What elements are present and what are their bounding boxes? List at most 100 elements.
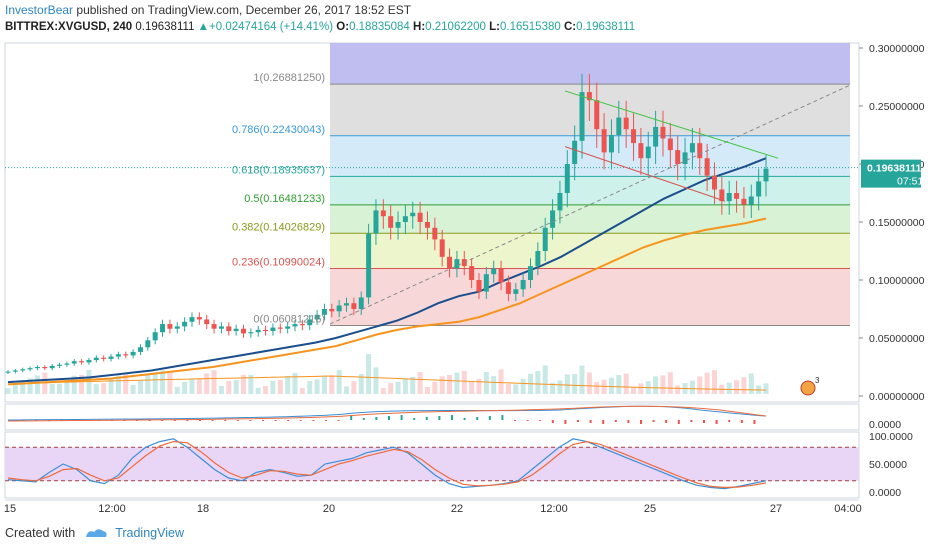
volume-bar [226, 381, 232, 394]
macd-histogram-bar [690, 420, 693, 422]
volume-bar [638, 383, 644, 394]
ohlc-line: BITTREX:XVGUSD, 240 0.19638111 ▲+0.02474… [5, 21, 635, 33]
candle-body [483, 274, 489, 292]
macd-histogram-bar [312, 420, 315, 421]
candle-body [505, 282, 511, 294]
candle-body [675, 150, 681, 164]
volume-bar [748, 373, 754, 394]
fib-level-label: 0.786(0.22430043) [232, 124, 325, 136]
candle-body [299, 324, 305, 326]
volume-bar [248, 374, 254, 394]
volume-bar [49, 384, 55, 394]
macd-histogram-bar [211, 420, 214, 421]
tradingview-brand[interactable]: TradingView [115, 526, 184, 540]
x-tick-label: 20 [323, 503, 335, 515]
low-value: 0.16515380 [500, 21, 561, 33]
volume-bar [557, 380, 563, 394]
macd-histogram-bar [551, 420, 554, 423]
candle-body [189, 317, 195, 322]
candle-body [741, 198, 747, 205]
macd-histogram-bar [577, 420, 579, 422]
volume-bar [726, 382, 732, 394]
volume-bar [763, 383, 769, 394]
volume-bar [27, 378, 33, 394]
volume-bar [20, 381, 26, 394]
stochastic-pane [5, 438, 859, 490]
candle-body [226, 326, 232, 332]
candle-body [608, 135, 614, 153]
stoch-band [5, 447, 859, 481]
candle-body [71, 361, 77, 364]
author-link[interactable]: InvestorBear [5, 3, 74, 17]
candle-body [557, 193, 563, 211]
candle-body [86, 360, 92, 363]
fib-zone [330, 135, 850, 177]
macd-histogram-bar [388, 416, 390, 420]
tradingview-logo-icon [86, 529, 107, 537]
candle-body [130, 351, 136, 356]
candle-body [64, 363, 70, 365]
volume-bar [57, 383, 63, 394]
volume-bar [439, 376, 445, 394]
volume-bar [292, 373, 298, 394]
macd-histogram-bar [224, 420, 227, 421]
candle-body [351, 303, 357, 309]
candle-body [395, 222, 401, 228]
candle-body [756, 181, 762, 197]
macd-histogram-bar [375, 417, 378, 420]
volume-bar [711, 370, 717, 394]
candle-body [93, 357, 99, 361]
candle-body [240, 328, 246, 334]
volume-bar [483, 372, 489, 394]
candle-body [719, 189, 725, 202]
macd-histogram-bar [602, 420, 605, 424]
change-value: +0.02474164 (+14.41%) [209, 21, 334, 33]
candle-body [601, 129, 607, 153]
volume-bar [123, 374, 129, 394]
candle-body [682, 152, 688, 164]
candle-body [182, 321, 188, 327]
volume-bar [299, 388, 305, 394]
candle-body [424, 222, 430, 228]
candle-body [145, 340, 151, 348]
volume-bar [358, 374, 364, 394]
volume-bars [5, 354, 769, 394]
candle-body [711, 175, 717, 190]
macd-histogram-bar [589, 420, 592, 423]
volume-bar [329, 375, 335, 394]
macd-histogram-bar [350, 415, 353, 420]
candle-body [763, 168, 769, 182]
macd-histogram-bar [703, 420, 705, 423]
candle-body [42, 367, 48, 369]
volume-bar [240, 374, 246, 394]
candle-body [218, 326, 224, 329]
candle-body [645, 146, 651, 159]
candle-body [579, 92, 585, 141]
volume-bar [586, 372, 592, 394]
candle-body [572, 140, 578, 164]
volume-bar [542, 365, 548, 394]
trendlines [329, 84, 851, 325]
candle-body [469, 266, 475, 280]
ma-blue-line [7, 157, 767, 384]
candle-body [373, 210, 379, 234]
axes: 0.300000000.250000000.200000000.15000000… [4, 43, 925, 515]
up-arrow-icon: ▲ [197, 21, 210, 33]
macd-histogram-bar [640, 420, 642, 424]
x-tick-label: 27 [770, 503, 782, 515]
candle-body [101, 357, 107, 359]
fib-level-label: 0.618(0.18935637) [232, 164, 325, 176]
fib-labels: 1(0.26881250) 0.786(0.22430043) 0.618(0.18… [232, 72, 325, 325]
fib-level-label: 0(0.06081216) [253, 313, 325, 325]
fib-zone [330, 204, 850, 234]
macd-histogram-bar [413, 418, 416, 420]
volume-bar [447, 375, 453, 394]
volume-bar [734, 380, 740, 394]
candle-body [5, 371, 11, 373]
macd-histogram-bar [325, 420, 327, 421]
candle-body [167, 324, 173, 329]
volume-bar [432, 381, 438, 394]
event-flag-icon [800, 380, 816, 396]
